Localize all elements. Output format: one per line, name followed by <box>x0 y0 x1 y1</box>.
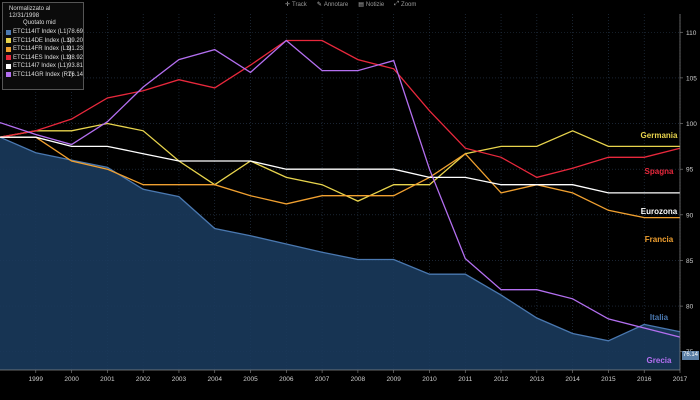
series-label: Eurozona <box>641 207 678 216</box>
y-axis: 7580859095100105110 <box>679 14 697 370</box>
legend-title: Normalizzato al 12/31/1998 <box>9 6 51 19</box>
x-tick-label: 2012 <box>494 376 509 383</box>
x-tick-label: 2008 <box>351 376 366 383</box>
series-label: Francia <box>645 235 674 244</box>
legend: Normalizzato al 12/31/1998 Quotato mid E… <box>2 2 84 90</box>
legend-entry-name: ETC114IT Index (L1) <box>13 29 69 36</box>
annotate-label: Annotare <box>323 1 349 8</box>
legend-entry-name: ETC114DE Index (L1) <box>13 37 72 44</box>
legend-entry-value: 91.23 <box>67 46 83 53</box>
series-line-italia <box>0 136 681 342</box>
x-tick-label: 2007 <box>315 376 330 383</box>
legend-entry[interactable]: ETC114GR Index (R1) 76.14 <box>3 71 83 80</box>
legend-entry-name: ETC114ES Index (L1) <box>13 54 72 61</box>
news-label: Notizie <box>365 1 385 8</box>
x-tick-label: 1999 <box>29 376 44 383</box>
x-tick-label: 2013 <box>530 376 545 383</box>
series-line-spagna <box>0 39 681 179</box>
series-line-eurozona <box>0 136 680 194</box>
legend-entry-value: 99.20 <box>67 37 83 44</box>
x-tick-label: 2004 <box>208 376 223 383</box>
zoom-label: Zoom <box>401 1 417 8</box>
zoom-icon: ⤢ <box>394 1 400 7</box>
y-tick-label: 100 <box>686 121 697 128</box>
legend-swatch <box>6 55 11 61</box>
y-tick-label: 105 <box>686 75 697 82</box>
y-tick-label: 85 <box>686 258 694 265</box>
legend-subtitle: Quotato mid <box>23 20 56 26</box>
legend-swatch <box>6 46 11 52</box>
x-tick-label: 2005 <box>243 376 258 383</box>
legend-entry[interactable]: ETC114I7 Index (L1) 93.81 <box>3 62 83 71</box>
series-label: Grecia <box>647 356 672 365</box>
legend-swatch <box>6 72 11 78</box>
last-value-tag: 76.14 <box>682 351 699 360</box>
legend-entry-value: 78.69 <box>67 29 83 36</box>
lines-layer <box>0 39 681 342</box>
track-button[interactable]: ✛ Track <box>285 1 307 9</box>
x-tick-label: 2002 <box>136 376 151 383</box>
x-axis: 1999 2000 2001 2002 2003 2004 2005 2006 2007 2008… <box>0 369 688 383</box>
series-label: Italia <box>650 313 669 322</box>
legend-swatch <box>6 63 11 69</box>
legend-entry-name: ETC114FR Index (L1) <box>13 46 72 53</box>
legend-entry[interactable]: ETC114DE Index (L1) 99.20 <box>3 37 83 46</box>
y-tick-label: 80 <box>686 304 694 311</box>
series-line-germania <box>0 122 680 202</box>
series-line-grecia <box>0 39 681 338</box>
legend-entry[interactable]: ETC114ES Index (L1) 98.92 <box>3 54 83 63</box>
series-label: Germania <box>641 131 678 140</box>
x-tick-label: 2009 <box>386 376 401 383</box>
legend-swatch <box>6 38 11 44</box>
x-tick-label: 2001 <box>100 376 115 383</box>
x-tick-label: 2016 <box>637 376 652 383</box>
x-tick-label: 2006 <box>279 376 294 383</box>
legend-entry-value: 93.81 <box>67 63 83 70</box>
news-icon: ▤ <box>358 2 364 8</box>
zoom-button[interactable]: ⤢ Zoom <box>394 1 416 8</box>
x-tick-label: 2010 <box>422 376 437 383</box>
track-label: Track <box>292 1 307 8</box>
series-line-francia <box>0 136 680 219</box>
y-tick-label: 95 <box>686 167 694 174</box>
annotate-button[interactable]: ✎ Annotare <box>316 1 349 9</box>
y-tick-label: 90 <box>686 212 694 219</box>
legend-entry-name: ETC114I7 Index (L1) <box>13 63 69 70</box>
legend-swatch <box>6 29 11 35</box>
x-tick-label: 2003 <box>172 376 187 383</box>
x-tick-label: 2017 <box>673 376 688 383</box>
legend-entry-name: ETC114GR Index (R1) <box>13 71 74 78</box>
news-button[interactable]: ▤ Notizie <box>358 1 385 9</box>
legend-entry-value: 98.92 <box>67 54 83 61</box>
legend-entry[interactable]: ETC114IT Index (L1) 78.69 <box>3 28 83 37</box>
x-tick-label: 2015 <box>601 376 616 383</box>
x-tick-label: 2011 <box>458 376 472 383</box>
pencil-icon: ✎ <box>316 2 322 8</box>
legend-entry-value: 76.14 <box>67 71 83 78</box>
crosshair-icon: ✛ <box>285 2 291 8</box>
legend-entry[interactable]: ETC114FR Index (L1) 91.23 <box>3 45 83 54</box>
y-tick-label: 110 <box>686 30 697 37</box>
x-tick-label: 2000 <box>64 376 79 383</box>
x-tick-label: 2014 <box>565 376 580 383</box>
legend-header: Normalizzato al 12/31/1998 Quotato mid <box>3 3 83 28</box>
series-labels: Germania Spagna Eurozona Francia Italia Greci… <box>641 131 678 365</box>
series-label: Spagna <box>645 167 674 176</box>
chart-toolbar: ✛ Track ✎ Annotare ▤ Notizie ⤢ Zoom <box>285 1 416 8</box>
